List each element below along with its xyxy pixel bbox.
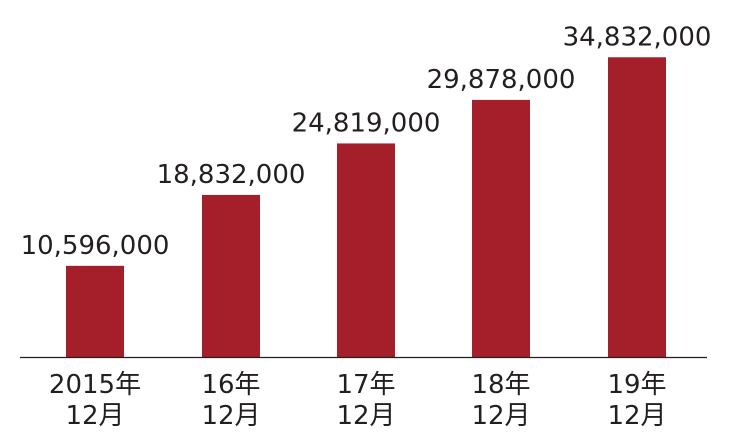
x-tick-label-1-line1: 16年 xyxy=(201,370,260,400)
x-tick-label-3-line2: 12月 xyxy=(471,401,530,431)
x-tick-label-1-line2: 12月 xyxy=(201,401,260,431)
bar-0 xyxy=(66,265,124,357)
x-tick-label-4-line1: 19年 xyxy=(607,370,666,400)
x-tick-label-3-line1: 18年 xyxy=(471,370,530,400)
bar-4 xyxy=(608,57,666,357)
bar-1 xyxy=(202,194,260,357)
x-tick-label-4-line2: 12月 xyxy=(607,401,666,431)
value-label-0: 10,596,000 xyxy=(21,231,170,261)
bars-group xyxy=(66,57,666,358)
x-tick-label-0-line1: 2015年 xyxy=(49,370,141,400)
x-tick-label-2-line1: 17年 xyxy=(336,370,395,400)
value-label-3: 29,878,000 xyxy=(427,65,576,95)
bar-2 xyxy=(337,143,395,357)
value-label-1: 18,832,000 xyxy=(157,160,306,190)
x-tick-label-2-line2: 12月 xyxy=(336,401,395,431)
x-tick-label-0-line2: 12月 xyxy=(65,401,124,431)
value-label-4: 34,832,000 xyxy=(563,22,712,52)
value-labels-group: 10,596,000 18,832,000 24,819,000 29,878,000… xyxy=(21,22,712,261)
value-label-2: 24,819,000 xyxy=(292,108,441,138)
bar-3 xyxy=(472,99,530,358)
